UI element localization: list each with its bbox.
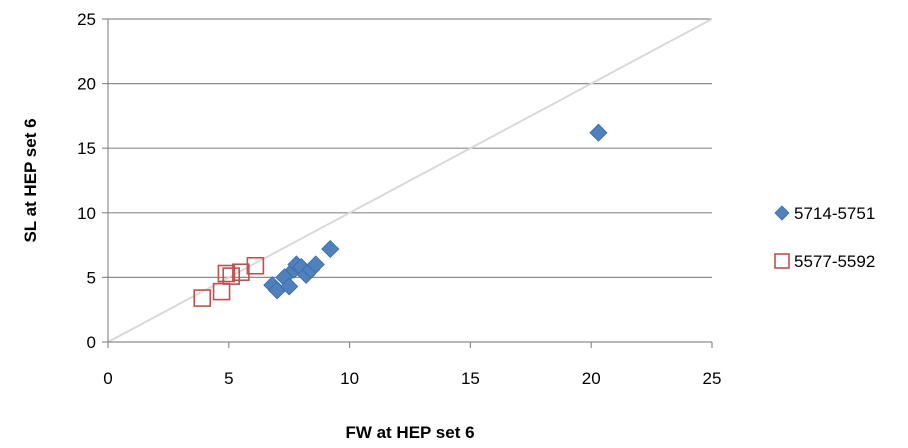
y-tick-label-10: 10 xyxy=(77,204,96,223)
data-point-diamond xyxy=(589,123,608,142)
legend-label: 5577-5592 xyxy=(794,252,875,271)
x-axis-title: FW at HEP set 6 xyxy=(345,423,474,442)
x-tick-label-5: 5 xyxy=(224,369,233,388)
legend-marker-square-icon xyxy=(774,253,790,269)
reference-diagonal-line xyxy=(107,18,713,343)
data-point-diamond xyxy=(280,277,299,296)
data-point-square xyxy=(232,263,250,282)
data-point-square xyxy=(246,256,265,275)
x-tick-label-10: 10 xyxy=(340,369,359,388)
data-point-square xyxy=(193,289,212,307)
y-tick-label-0: 0 xyxy=(87,333,96,352)
x-tick-label-25: 25 xyxy=(703,369,722,388)
legend-label: 5714-5751 xyxy=(794,204,875,223)
y-tick-label-20: 20 xyxy=(77,75,96,94)
x-tick-label-0: 0 xyxy=(103,369,112,388)
legend-marker-diamond-icon xyxy=(774,205,790,221)
y-tick-labels: 0 5 10 15 20 25 xyxy=(77,10,96,352)
y-tick-label-25: 25 xyxy=(77,10,96,29)
data-point-diamond xyxy=(321,239,340,259)
data-points xyxy=(193,123,608,307)
y-tick-label-15: 15 xyxy=(77,139,96,158)
data-point-square xyxy=(217,264,236,283)
data-point-square xyxy=(222,267,241,285)
x-tick-label-15: 15 xyxy=(461,369,480,388)
gridlines xyxy=(108,18,712,278)
data-point-diamond xyxy=(306,255,325,274)
x-tick-labels: 0 5 10 15 20 25 xyxy=(103,369,721,388)
x-tick-label-20: 20 xyxy=(582,369,601,388)
legend: 5714-5751 5577-5592 xyxy=(774,204,875,271)
y-tick-label-5: 5 xyxy=(87,268,96,287)
axes xyxy=(102,18,713,348)
series-1 xyxy=(263,123,608,300)
data-point-square xyxy=(212,282,231,301)
y-axis-title: SL at HEP set 6 xyxy=(21,118,40,242)
series-2 xyxy=(193,256,265,307)
